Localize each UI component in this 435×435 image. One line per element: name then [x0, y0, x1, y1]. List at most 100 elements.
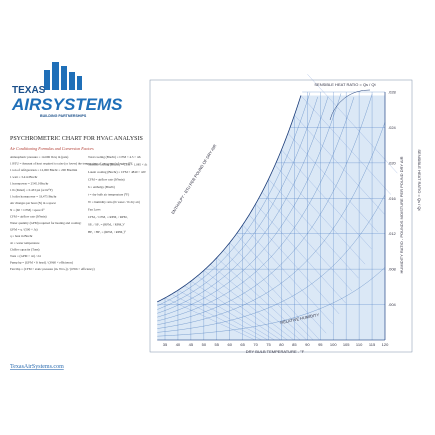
formula: Δt = water temperature — [10, 241, 40, 245]
x-tick-label: 70 — [253, 342, 258, 347]
formula: SP₂ / SP₁ = (RPM₂ / RPM₁)² — [88, 223, 124, 227]
x-tick-label: 95 — [318, 342, 323, 347]
wet-bulb-line — [249, 214, 340, 314]
subtitle: Air Conditioning Formulas and Conversion… — [9, 146, 94, 151]
formula: Atmospheric pressure = 14.696 lb/sq in (… — [10, 155, 68, 159]
right-tick-label: .008 — [388, 267, 397, 272]
x-tick-label: 110 — [356, 342, 363, 347]
wet-bulb-line — [236, 234, 327, 334]
wet-bulb-line — [171, 294, 262, 341]
formula: 1 ton of refrigeration = 12,000 Btu/hr =… — [10, 168, 78, 173]
formula: Tons = (GPM × Δt) / 24 — [10, 254, 41, 258]
formula: CFM₂ / CFM₁ = RPM₂ / RPM₁ — [88, 215, 128, 219]
wet-bulb-line — [307, 74, 398, 174]
wet-bulb-line — [203, 270, 294, 341]
formulas-left: Atmospheric pressure = 14.696 lb/sq in (… — [10, 155, 132, 271]
formula: t = dry bulb air temperature (°F) — [88, 193, 129, 197]
formula: Chiller capacity (Tons): — [10, 247, 40, 251]
side-label: SENSIBLE HEAT RATIO = Qs / Qt — [417, 149, 422, 211]
right-tick-label: .020 — [388, 160, 397, 165]
wet-bulb-line — [216, 257, 307, 341]
shr-protractor — [329, 89, 371, 121]
formula: 1 boiler horsepower = 33,475 Btu/hr — [10, 195, 58, 200]
wet-bulb-line — [210, 264, 301, 341]
x-axis-title: DRY BULB TEMPERATURE - °F — [246, 349, 305, 354]
formula: 1 lb (lbmol) = 0.433 psi (at 62°F) — [10, 188, 53, 192]
x-tick-label: 55 — [215, 342, 220, 347]
logo-skyline — [44, 62, 82, 90]
formula: 1 watt = 3.414 Btu/hr — [10, 175, 38, 179]
wet-bulb-line — [229, 242, 320, 341]
wet-bulb-line — [223, 250, 314, 341]
formula: GPM = q / (500 × Δt) — [10, 228, 38, 232]
rh-curve — [157, 93, 342, 318]
logo-tagline: BUILDING PARTNERSHIPS — [40, 114, 87, 118]
wet-bulb-line — [190, 281, 281, 341]
x-tick-label: 40 — [176, 342, 181, 347]
logo-line1: TEXAS — [12, 85, 46, 96]
formula: Air changes per hour (N) in a space: — [10, 201, 56, 205]
formulas-right: Total cooling (Btu/hr) = CFM × 4.5 × Δh S… — [88, 155, 147, 234]
wet-bulb-line — [197, 275, 288, 341]
rh-curve — [157, 97, 355, 322]
wet-bulb-line — [261, 192, 353, 292]
rh-curve — [157, 96, 318, 310]
x-tick-label: 65 — [240, 342, 245, 347]
formula: h = enthalpy (Btu/lb) — [88, 185, 115, 189]
formula: N = (60 × CFM) / space ft³ — [10, 208, 44, 212]
wet-bulb-line — [242, 224, 333, 325]
formula: 1 horsepower = 2545.0 Btu/hr — [10, 181, 49, 185]
rh-curve — [157, 194, 386, 333]
formula: Fan bhp = (CFM × static pressure (in. W.… — [10, 267, 95, 271]
x-tick-label: 120 — [382, 342, 389, 347]
x-tick-label: 50 — [202, 342, 207, 347]
formula: Total cooling (Btu/hr) = CFM × 4.5 × Δh — [88, 155, 141, 159]
formula: 1 BTU = Amount of heat required to raise… — [10, 162, 132, 166]
x-tick-label: 85 — [292, 342, 297, 347]
formula: Latent cooling (Btu/hr) = CFM × 4840 × Δ… — [88, 170, 146, 174]
x-tick-label: 35 — [163, 342, 168, 347]
right-tick-label: .012 — [388, 231, 397, 236]
wet-bulb-line — [287, 133, 379, 233]
wet-bulb-line — [294, 115, 385, 215]
wet-bulb-line — [255, 203, 346, 304]
title: PSYCHROMETRIC CHART FOR HVAC ANALYSIS — [10, 136, 143, 142]
formula: Pump hp = (GPM × ft head) / (3960 × effi… — [10, 261, 73, 265]
rh-curve — [157, 267, 386, 337]
wet-bulb-line — [300, 95, 391, 195]
right-tick-label: .024 — [388, 125, 397, 130]
chart-area — [157, 95, 385, 340]
wet-bulb-line — [268, 179, 359, 279]
wet-bulb-line — [281, 149, 372, 249]
right-tick-label: .004 — [388, 302, 397, 307]
rh-curve — [157, 92, 311, 306]
x-tick-label: 100 — [330, 342, 337, 347]
wet-bulb-line — [164, 297, 256, 341]
wet-bulb-line — [184, 285, 275, 341]
chart-frame — [149, 79, 413, 353]
x-tick-label: 75 — [266, 342, 271, 347]
x-tick-label: 115 — [369, 342, 376, 347]
x-tick-label: 105 — [343, 342, 350, 347]
rh-curve — [157, 96, 329, 314]
formula: Fan Laws — [88, 208, 101, 212]
x-tick-label: 45 — [189, 342, 194, 347]
rh-curve — [157, 94, 373, 325]
formula: q = heat in Btu/hr — [10, 234, 33, 238]
x-tick-label: 60 — [227, 342, 232, 347]
website: TexasAirSystems.com — [10, 364, 64, 370]
formula: CFM = airflow rate (ft³/min) — [10, 214, 47, 218]
top-label: SENSIBLE HEAT RATIO = Qs / Qt — [314, 82, 376, 87]
right-axis-title: HUMIDITY RATIO - POUNDS MOISTURE PER POU… — [399, 156, 404, 273]
x-tick-label: 80 — [279, 342, 284, 347]
formula: Water quantity (GPM) required for heatin… — [10, 221, 81, 225]
formula: CFM = airflow rate (ft³/min) — [88, 178, 125, 182]
rh-curve — [157, 122, 386, 329]
x-tick-label: 90 — [305, 342, 310, 347]
formula: HP₂ / HP₁ = (RPM₂ / RPM₁)³ — [88, 230, 126, 234]
right-tick-label: .028 — [388, 90, 397, 95]
formula: Sensible cooling (Btu/hr) = CFM × 1.085 … — [88, 163, 147, 167]
logo-line2: AIRSYSTEMS — [11, 95, 123, 114]
